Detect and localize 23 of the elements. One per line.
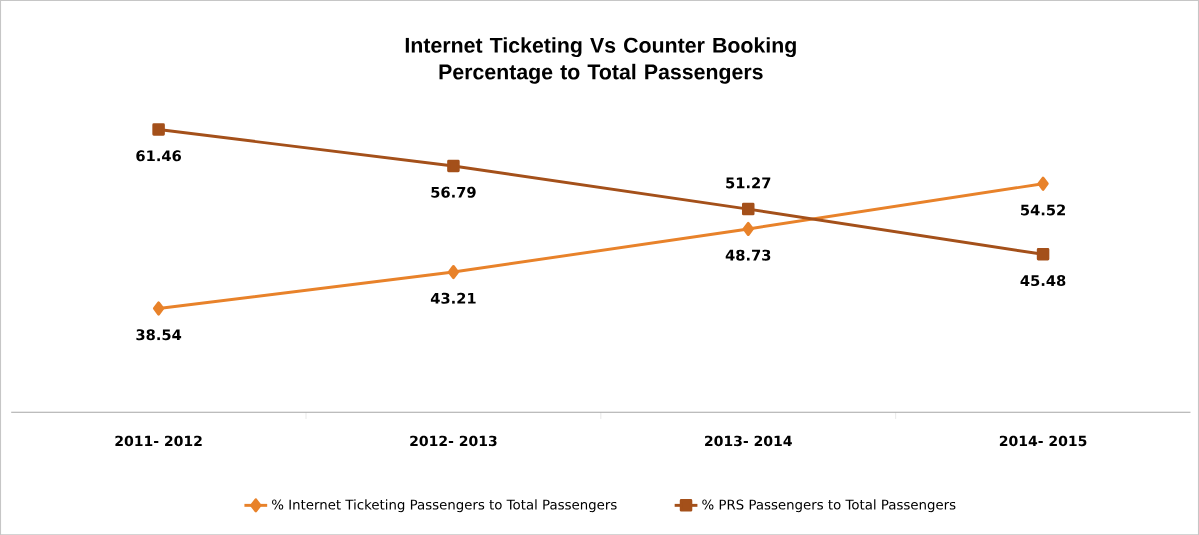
- legend-label: % PRS Passengers to Total Passengers: [702, 499, 956, 512]
- data-label: 56.79: [431, 186, 476, 198]
- data-label: 51.27: [726, 177, 771, 189]
- data-label: 48.73: [725, 249, 771, 261]
- x-tick-label: 2013- 2014: [705, 435, 792, 447]
- point: [447, 264, 460, 279]
- point: [1036, 247, 1050, 261]
- x-tick-label: 2014- 2015: [999, 435, 1087, 447]
- data-label: 54.52: [1021, 204, 1065, 216]
- point: [152, 301, 165, 316]
- point: [447, 159, 460, 173]
- point: [1037, 176, 1049, 191]
- legend-label: % Internet Ticketing Passengers to Total Passengers: [272, 499, 617, 512]
- point: [741, 202, 755, 216]
- point: [742, 221, 754, 236]
- data-label: 61.46: [136, 150, 181, 162]
- data-label: 43.21: [430, 292, 476, 304]
- point: [152, 123, 165, 136]
- chart-title: Internet Ticketing Vs Counter Booking Percentage to Total Passengers: [405, 36, 796, 84]
- data-label: 38.54: [136, 329, 182, 341]
- x-tick-label: 2011- 2012: [115, 435, 202, 447]
- x-tick-label: 2012- 2013: [410, 435, 497, 447]
- data-label: 45.48: [1020, 274, 1066, 286]
